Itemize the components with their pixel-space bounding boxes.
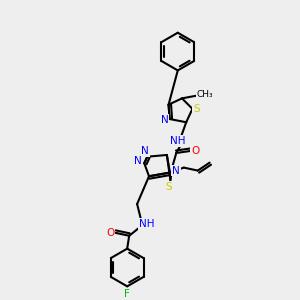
Text: N: N [161,115,169,125]
Text: N: N [134,156,142,166]
Text: NH: NH [169,136,185,146]
Text: O: O [191,146,199,156]
Text: N: N [172,166,180,176]
Text: NH: NH [139,219,155,229]
Text: S: S [165,182,172,192]
Text: F: F [124,289,130,299]
Text: N: N [141,146,149,156]
Text: S: S [193,104,200,114]
Text: CH₃: CH₃ [196,90,213,99]
Text: O: O [106,228,115,238]
